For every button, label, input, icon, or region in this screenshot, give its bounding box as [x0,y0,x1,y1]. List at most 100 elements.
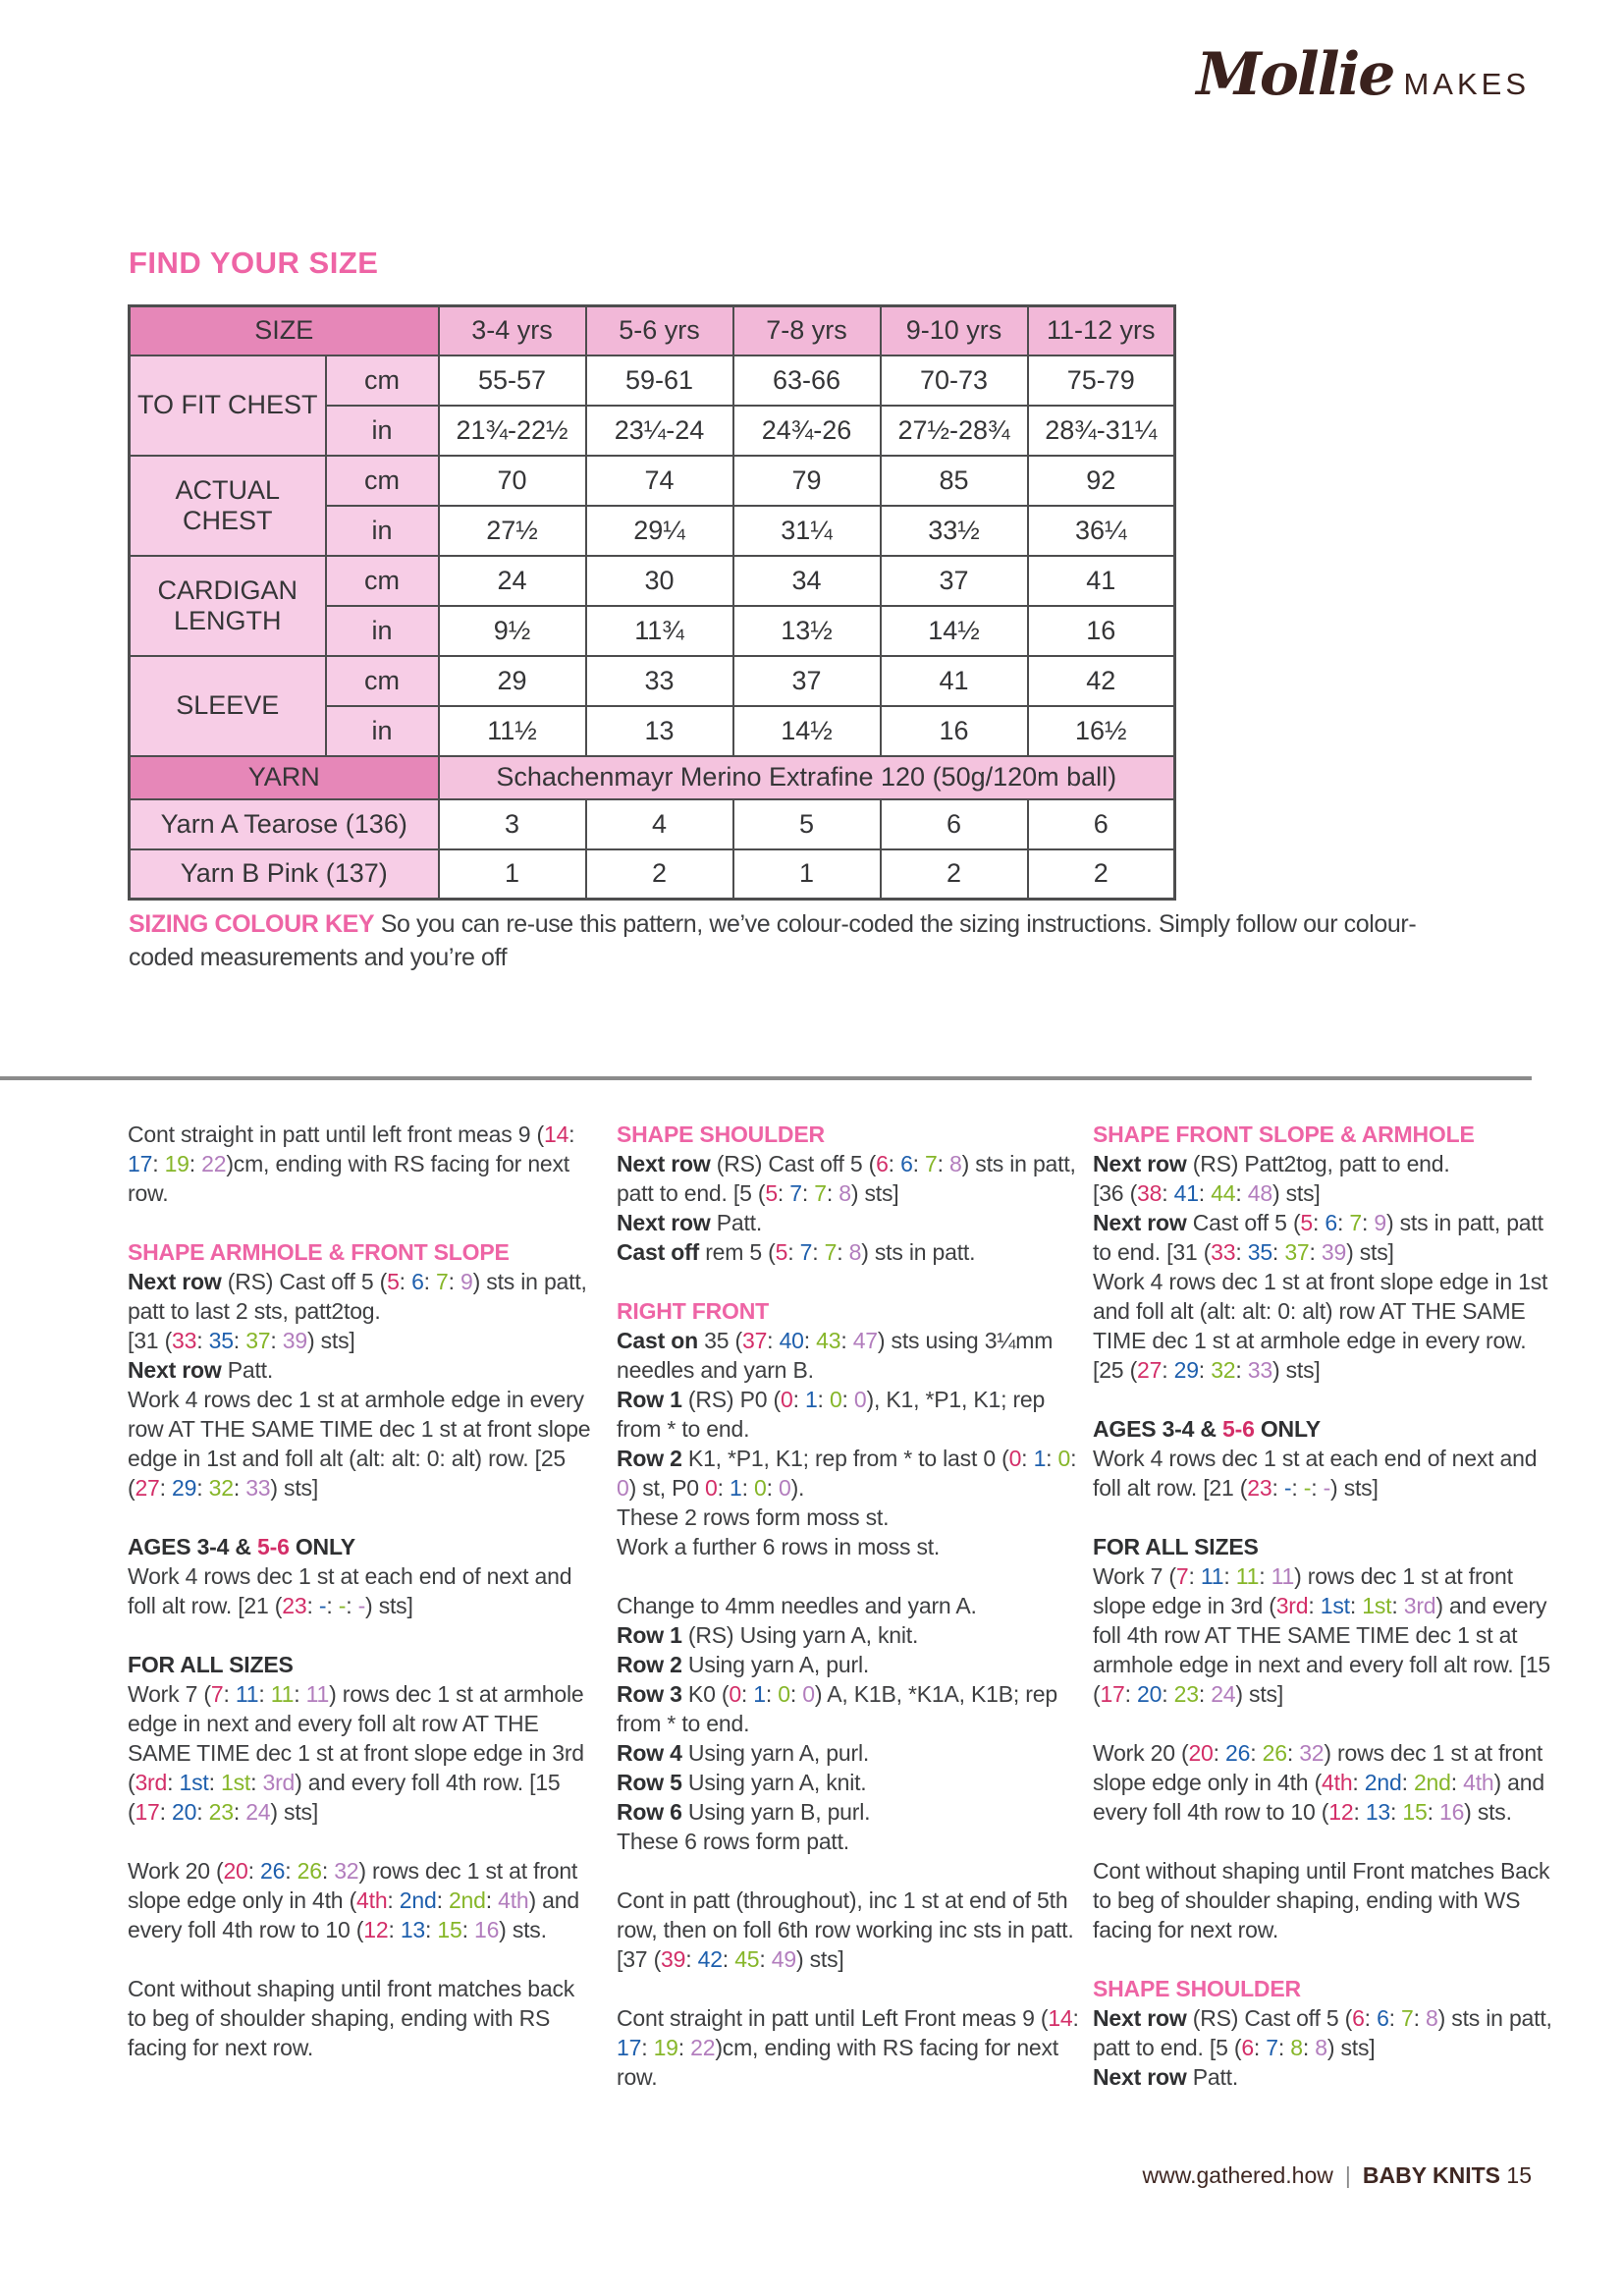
yarn-label-cell: YARN [128,754,440,800]
text-segment: 35 [1247,1239,1272,1265]
text-segment: - [318,1593,327,1618]
text-segment: 22 [690,2035,716,2060]
text-segment: : [1427,1799,1439,1825]
col-header-7-8yrs: 7-8 yrs [731,304,882,356]
text-segment: 8 [839,1180,851,1206]
text-segment: 1st [179,1770,209,1795]
text-segment: : [1162,1180,1174,1206]
paragraph-gap [1093,1827,1559,1856]
yarn-row-label: Yarn B Pink (137) [128,847,440,901]
text-segment: 1 [804,1387,818,1412]
size-value-cell: 9½ [437,604,587,657]
text-segment: : [159,1799,173,1825]
text-segment: : [1388,2005,1402,2031]
text-segment: 8 [848,1239,862,1265]
text-segment: 1st [221,1770,251,1795]
text-segment: 15 [1402,1799,1428,1825]
text-segment: ) sts] [1346,1239,1394,1265]
size-value-cell: 75-79 [1026,354,1176,407]
yarn-count-cell: 1 [437,847,587,901]
section-heading: SHAPE ARMHOLE & FRONT SLOPE [128,1239,510,1265]
text-segment: 26 [1225,1740,1251,1766]
text-segment: ) sts in patt, patt to last 2 sts, patt2… [128,1269,587,1324]
pattern-paragraph: Cont without shaping until Front matches… [1093,1856,1559,1944]
text-segment: 22 [201,1151,227,1176]
text-segment: (RS) Using yarn A, knit. [681,1622,919,1648]
text-segment: : [1413,2005,1427,2031]
text-segment: Cont without shaping until front matches… [128,1976,575,2060]
text-segment: 5 [387,1269,400,1294]
table-row: TO FIT CHEST cm 55-57 59-61 63-66 70-73 75-79 [128,354,1176,457]
text-segment: 8 [949,1151,962,1176]
text-segment: 11 [235,1681,259,1707]
text-segment: Using yarn A, purl. [681,1652,870,1677]
text-segment: 4th [1322,1770,1353,1795]
text-segment: : [837,1239,849,1265]
paragraph-gap [1093,1709,1559,1738]
text-segment: 5 [775,1239,788,1265]
text-segment: : [152,1151,165,1176]
text-segment: : [1253,2035,1267,2060]
text-segment: FOR ALL SIZES [128,1652,294,1677]
text-segment: : [1198,1180,1212,1206]
sub-heading: AGES 3-4 & 5-6 ONLY [1093,1414,1559,1444]
text-segment: - [1303,1475,1312,1501]
text-segment: 11 [1200,1563,1224,1589]
text-segment: : [285,1858,298,1884]
text-segment: AGES 3-4 & [128,1534,258,1559]
text-segment: 4th [1463,1770,1494,1795]
text-segment: : [388,1917,401,1942]
text-segment: 8 [1315,2035,1327,2060]
text-segment: : [461,1917,474,1942]
text-segment: Next row [1093,2064,1187,2090]
text-segment: ) rows dec 1 st at front slope edge only… [128,1858,578,1913]
text-segment: 19 [653,2035,678,2060]
text-segment: Patt. [1186,2064,1239,2090]
text-segment: ) sts] [1271,1357,1321,1383]
text-segment: [31 ( [128,1328,173,1353]
row-label: ACTUAL CHEST [128,454,327,557]
size-value-cell: 16 [1026,604,1176,657]
text-segment: ) sts. [1464,1799,1512,1825]
pattern-column-left: Cont straight in patt until left front m… [128,1120,594,2062]
col-header-9-10yrs: 9-10 yrs [879,304,1029,356]
sizing-colour-key-text: So you can re-use this pattern, we’ve co… [129,910,1417,971]
text-segment: 1 [730,1475,742,1501]
unit-cell: cm [324,654,440,707]
text-segment: 0 [1057,1446,1071,1471]
size-value-cell: 13½ [731,604,882,657]
text-segment: Cont without shaping until Front matches… [1093,1858,1550,1942]
text-segment: 5-6 [1222,1416,1255,1442]
text-segment: 9 [1374,1210,1386,1235]
pattern-paragraph: Cont in patt (throughout), inc 1 st at e… [617,1886,1083,1974]
pattern-paragraph: Work 20 (20: 26: 26: 32) rows dec 1 st a… [128,1856,594,1944]
text-segment: ) sts in patt, patt to end. [5 ( [617,1151,1076,1206]
text-segment: : [1336,1210,1350,1235]
yarn-count-cell: 6 [1026,797,1176,850]
size-value-cell: 29¼ [584,504,734,557]
col-header-5-6yrs: 5-6 yrs [584,304,734,356]
text-segment: : [826,1180,839,1206]
text-segment: : [233,1799,246,1825]
yarn-header-row: YARN Schachenmayr Merino Extrafine 120 (5… [128,754,1176,800]
text-segment: ) rows dec 1 st at front slope edge only… [1093,1740,1543,1795]
table-row: SLEEVE cm 29 33 37 41 42 [128,654,1176,757]
text-segment: : [208,1770,221,1795]
logo-caps-text: MAKES [1403,67,1530,101]
sub-heading: FOR ALL SIZES [1093,1532,1559,1561]
text-segment: 4th [498,1887,529,1913]
text-segment: : [1198,1681,1212,1707]
text-segment: 14 [1048,2005,1073,2031]
text-segment: 32 [208,1475,234,1501]
text-segment: )cm, ending with RS facing for next row. [617,2035,1059,2090]
text-segment: 17 [128,1151,153,1176]
text-segment: Work 20 ( [128,1858,224,1884]
size-value-cell: 92 [1026,454,1176,507]
text-segment: : [250,1770,263,1795]
size-value-cell: 30 [584,554,734,607]
pattern-paragraph: Work 4 rows dec 1 st at each end of next… [1093,1444,1559,1503]
pattern-paragraph: Next row (RS) Patt2tog, patt to end. [36 … [1093,1149,1559,1385]
paragraph-gap [617,1856,1083,1886]
size-value-cell: 42 [1026,654,1176,707]
text-segment: Cast off 5 ( [1186,1210,1301,1235]
